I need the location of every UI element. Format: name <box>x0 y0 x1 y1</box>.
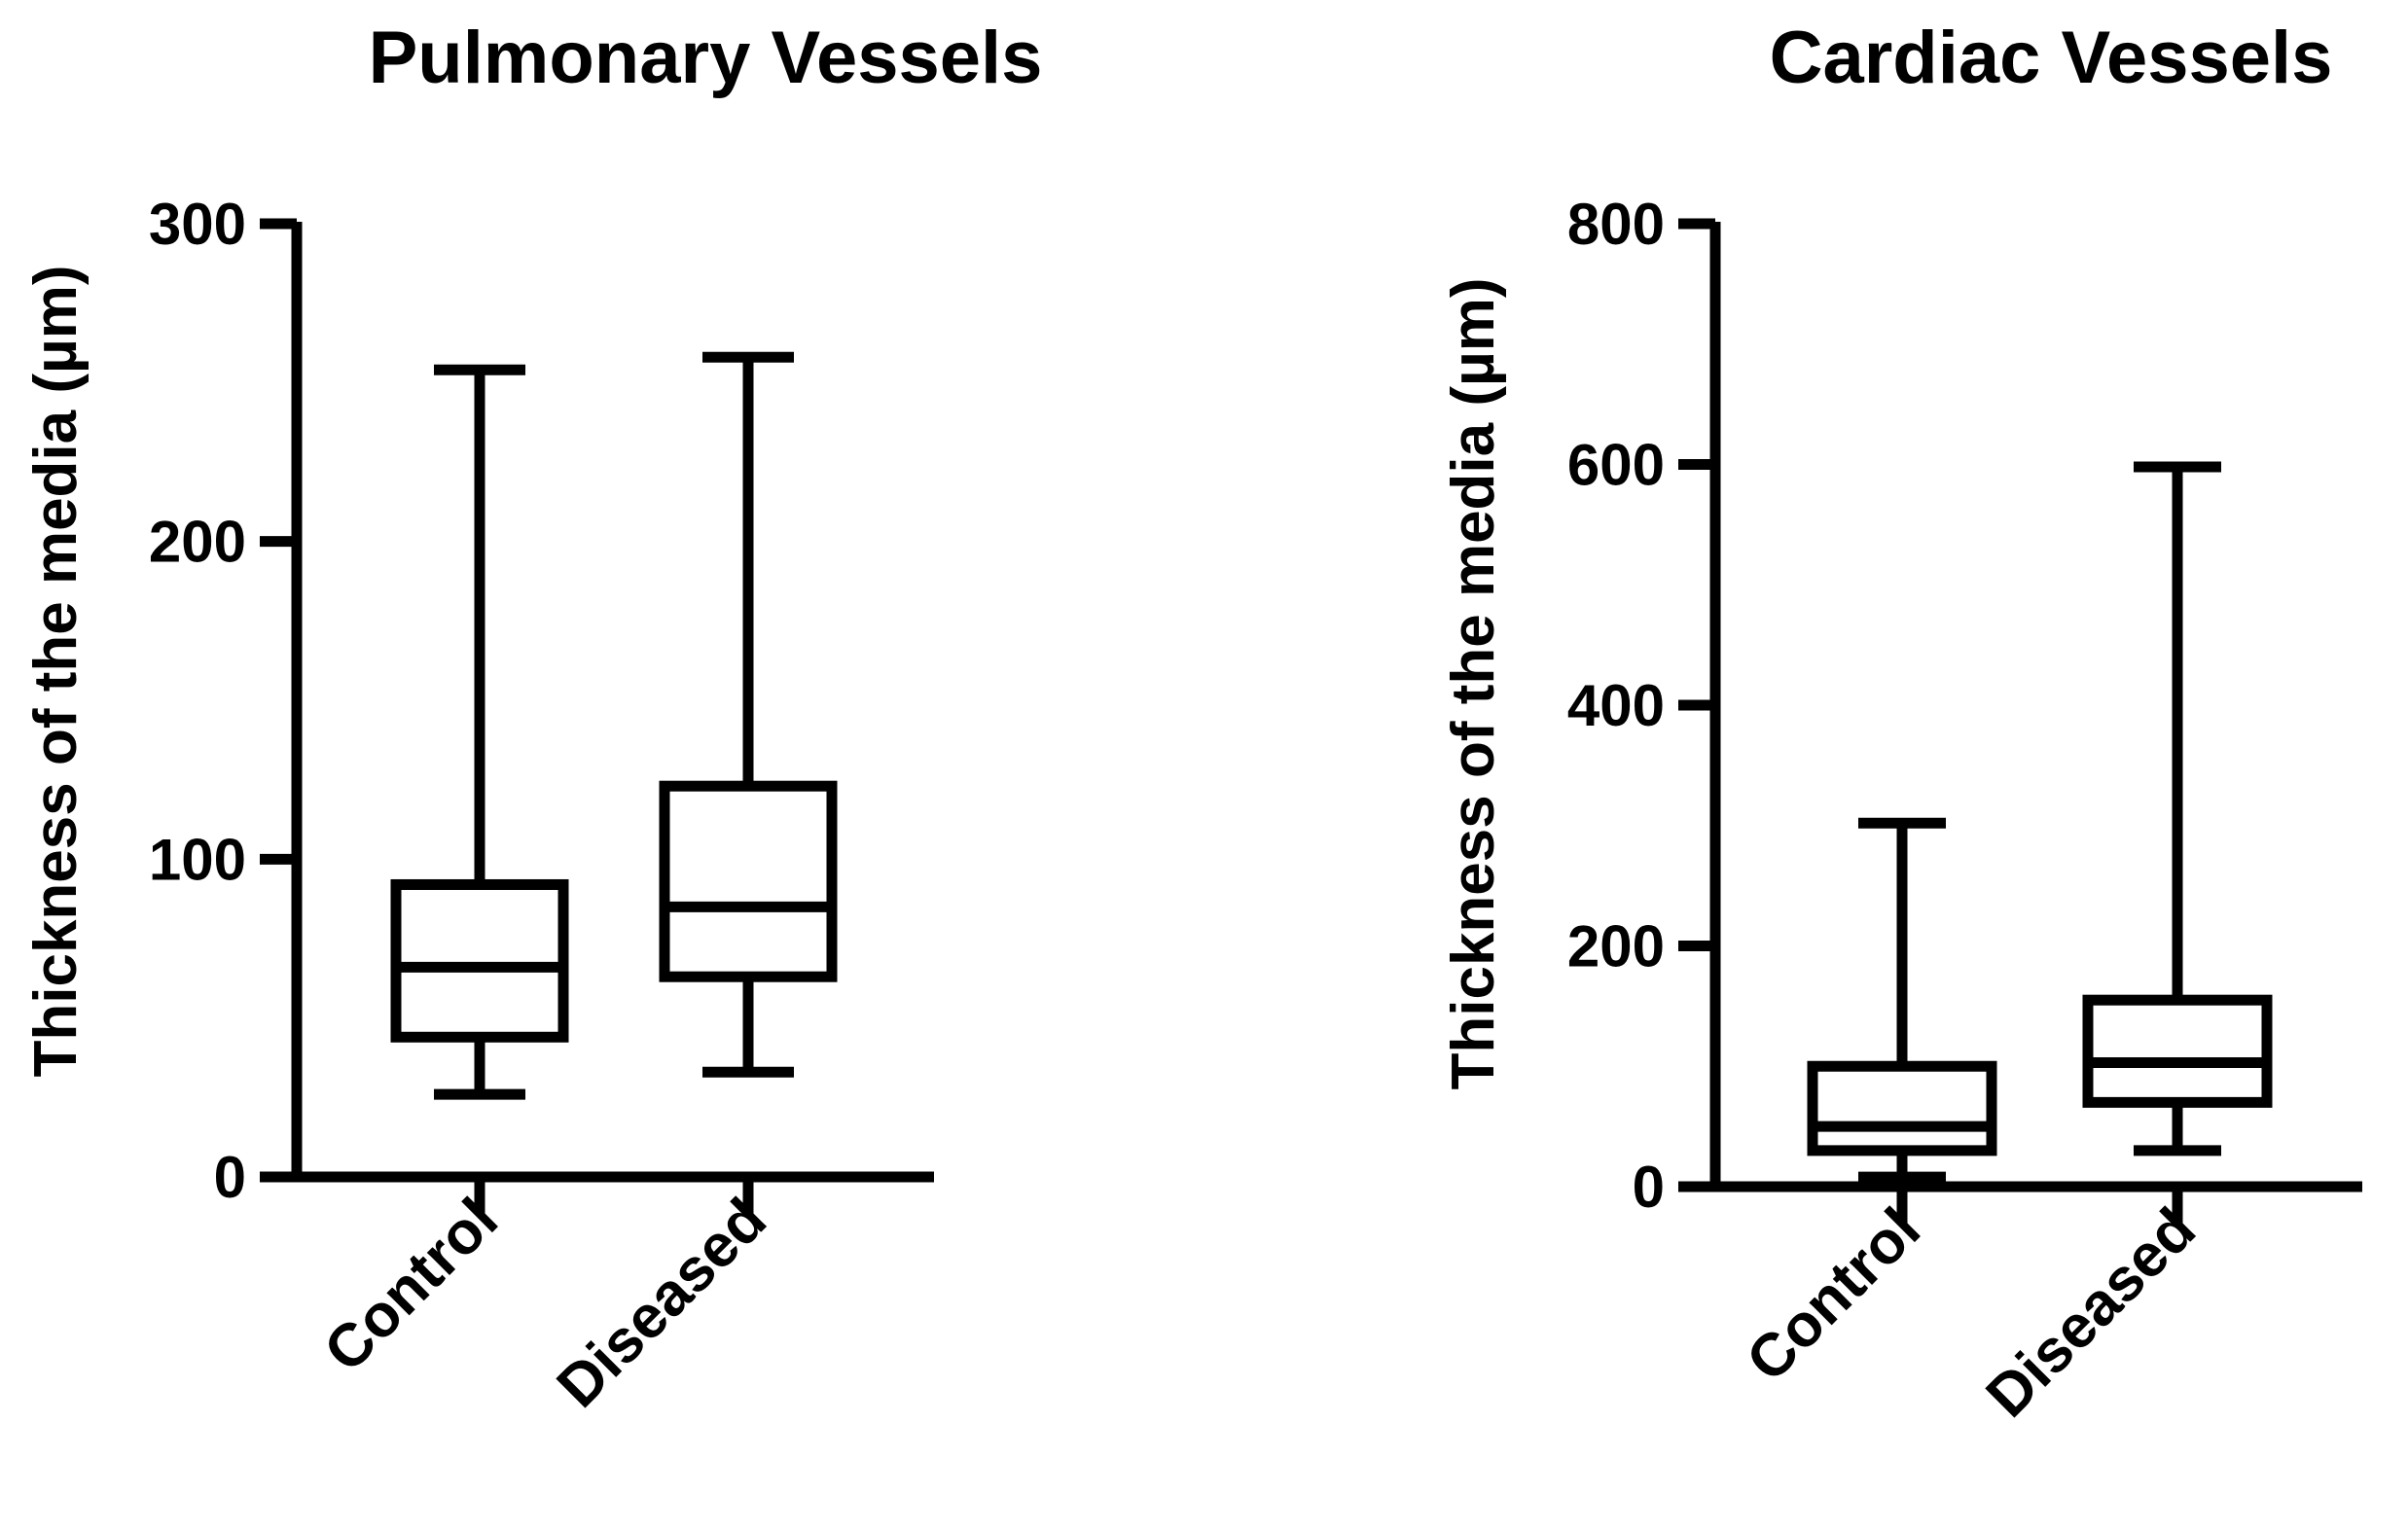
x-category-label: Diseased <box>545 1186 779 1420</box>
y-tick-label: 300 <box>149 192 246 257</box>
iqr-box <box>659 780 838 982</box>
boxes <box>1807 461 2273 1224</box>
iqr-box <box>1807 1060 1997 1156</box>
box-diseased <box>659 351 838 1214</box>
y-axis-label: Thickness of the media (µm) <box>22 265 90 1077</box>
iqr-box <box>390 878 569 1043</box>
y-ticks: 0 200 400 600 800 <box>1567 192 1715 1220</box>
x-category-label: Control <box>1734 1195 1933 1395</box>
pulmonary-vessels-chart: Pulmonary Vessels Thickness of the media… <box>22 17 1042 1420</box>
y-tick-label: 400 <box>1567 673 1665 738</box>
x-category-label: Control <box>311 1186 511 1385</box>
y-tick-label: 800 <box>1567 192 1665 257</box>
cardiac-vessels-chart: Cardiac Vessels Thickness of the media (… <box>1440 17 2362 1430</box>
box-control <box>390 364 569 1214</box>
axes <box>291 222 934 1183</box>
y-tick-label: 200 <box>1567 914 1665 979</box>
box-diseased <box>2082 461 2273 1224</box>
chart-title: Pulmonary Vessels <box>369 17 1043 99</box>
x-category-label: Diseased <box>1974 1195 2209 1430</box>
y-tick-label: 200 <box>149 510 246 575</box>
y-tick-label: 0 <box>214 1145 246 1210</box>
y-tick-label: 0 <box>1633 1155 1665 1220</box>
y-tick-label: 600 <box>1567 433 1665 498</box>
x-category-labels: Control Diseased <box>311 1186 779 1420</box>
chart-title: Cardiac Vessels <box>1770 17 2333 99</box>
boxes <box>390 351 838 1214</box>
box-control <box>1807 817 1997 1224</box>
y-tick-label: 100 <box>149 827 246 892</box>
y-axis-label: Thickness of the media (µm) <box>1440 277 1507 1089</box>
y-ticks: 0 100 200 300 <box>149 192 297 1210</box>
iqr-box <box>2082 994 2273 1108</box>
x-category-labels: Control Diseased <box>1734 1195 2209 1430</box>
